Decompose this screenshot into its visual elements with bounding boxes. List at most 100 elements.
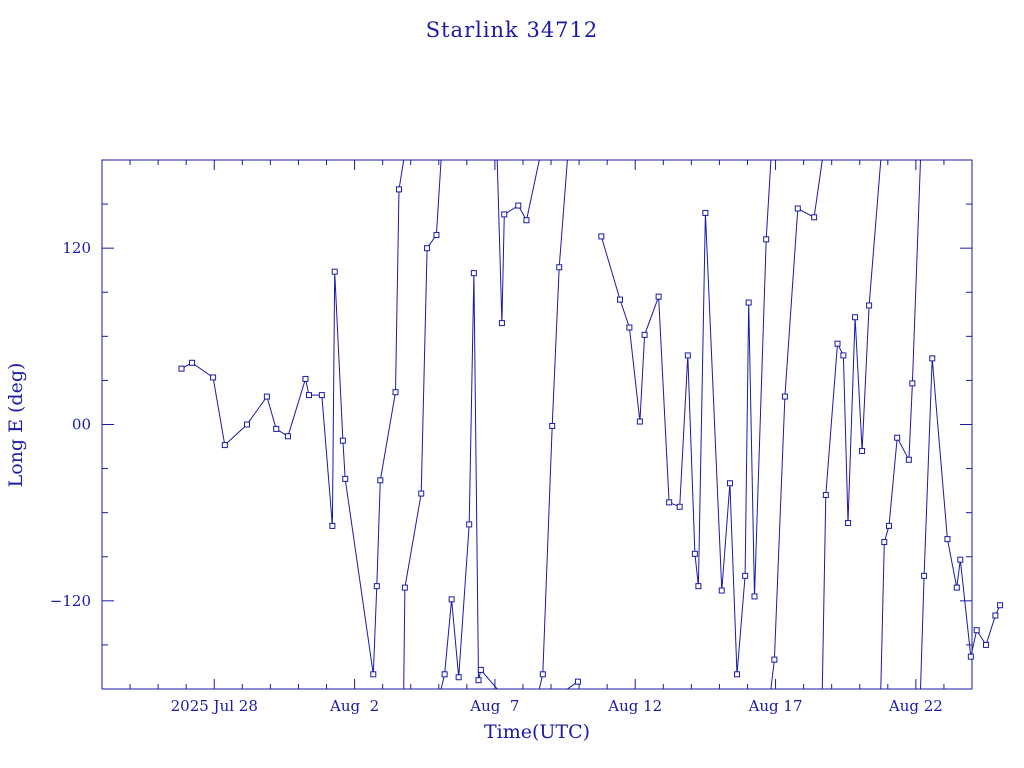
series-segment (403, 159, 442, 690)
y-tick-label: −120 (50, 592, 91, 610)
y-tick-label: 120 (62, 239, 91, 257)
data-point (636, 418, 643, 425)
data-point (318, 392, 325, 399)
data-point (418, 490, 425, 497)
data-point (909, 380, 916, 387)
data-point (794, 205, 801, 212)
data-point (953, 584, 960, 591)
data-point (840, 352, 847, 359)
data-point (967, 653, 974, 660)
data-point (691, 550, 698, 557)
series-segment (496, 159, 540, 324)
data-point (929, 355, 936, 362)
data-point (305, 392, 312, 399)
series-markers (178, 186, 1004, 685)
series-segment (880, 159, 921, 690)
data-point (676, 503, 683, 510)
data-point (718, 587, 725, 594)
data-point (859, 447, 866, 454)
data-point (845, 519, 852, 526)
data-point (396, 186, 403, 193)
x-axis-label: Time(UTC) (484, 721, 590, 743)
data-point (263, 393, 270, 400)
series-segment (770, 159, 823, 690)
plot-frame (101, 159, 973, 690)
data-point (742, 572, 749, 579)
data-point (470, 270, 477, 277)
data-point (373, 583, 380, 590)
data-point (781, 393, 788, 400)
data-point (763, 236, 770, 243)
series-segment (181, 159, 405, 675)
data-point (392, 389, 399, 396)
data-point (284, 433, 291, 440)
data-point (302, 375, 309, 382)
data-point (626, 324, 633, 331)
data-point (617, 296, 624, 303)
data-point (424, 245, 431, 252)
data-point (881, 539, 888, 546)
x-tick-label: 2025 Jul 28 (171, 697, 258, 715)
data-point (997, 602, 1004, 609)
data-point (695, 583, 702, 590)
data-point (273, 425, 280, 432)
data-point (515, 202, 522, 209)
data-point (549, 422, 556, 429)
data-point (666, 499, 673, 506)
data-point (771, 656, 778, 663)
data-point (210, 374, 217, 381)
data-point (598, 233, 605, 240)
x-tick-label: Aug 2 (329, 697, 379, 715)
data-point (957, 556, 964, 563)
series-segment (920, 358, 1001, 690)
y-tick-label: 00 (72, 416, 91, 434)
x-tick-label: Aug 17 (748, 697, 803, 715)
data-point (501, 211, 508, 218)
x-tick-label: Aug 22 (888, 697, 943, 715)
data-point (329, 522, 336, 529)
data-point (726, 480, 733, 487)
data-point (466, 521, 473, 528)
data-point (178, 365, 185, 372)
data-point (477, 666, 484, 673)
data-point (811, 214, 818, 221)
series-line (181, 159, 1001, 690)
series-segment (600, 159, 772, 675)
data-point (894, 434, 901, 441)
data-point (921, 572, 928, 579)
data-point (944, 536, 951, 543)
x-tick-label: Aug 7 (469, 697, 519, 715)
data-point (339, 437, 346, 444)
data-point (377, 477, 384, 484)
data-point (455, 674, 462, 681)
data-point (244, 421, 250, 428)
data-point (822, 492, 829, 499)
data-point (852, 314, 859, 321)
data-point (574, 678, 581, 685)
data-point (641, 331, 648, 338)
data-point (834, 340, 841, 347)
data-point (885, 522, 892, 529)
data-point (475, 677, 482, 684)
axis-ticks (101, 159, 973, 690)
data-point (441, 671, 448, 678)
data-point (498, 320, 505, 327)
data-point (973, 627, 980, 634)
y-tick-labels: 120 00 −120 (50, 239, 91, 610)
data-point (866, 302, 873, 309)
x-tick-label: Aug 12 (607, 697, 662, 715)
data-point (342, 475, 349, 482)
data-point (745, 299, 752, 306)
data-point (684, 352, 691, 359)
series-segment (821, 159, 882, 690)
data-point (655, 293, 662, 300)
data-point (992, 612, 999, 619)
data-point (556, 264, 563, 271)
data-point (905, 456, 912, 463)
data-point (751, 593, 758, 600)
data-point (433, 231, 440, 238)
data-point (331, 268, 338, 275)
chart-title: Starlink 34712 (426, 18, 599, 42)
data-point (221, 442, 228, 449)
